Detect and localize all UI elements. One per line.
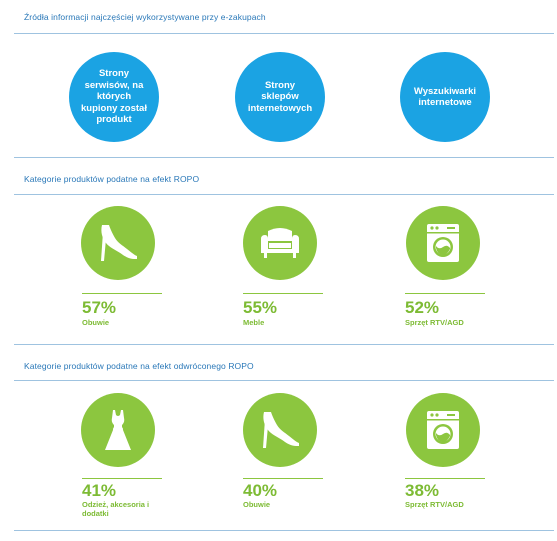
category-circle-furniture	[243, 206, 317, 280]
stat-percent-electronics: 52%	[405, 298, 440, 317]
high-heel-shoe-icon	[101, 225, 137, 261]
section-divider	[14, 194, 554, 195]
source-label: Strony sklepów internetowych	[247, 79, 313, 114]
stat-label-electronics: Sprzęt RTV/AGD	[405, 318, 464, 327]
section-title-ropo: Kategorie produktów podatne na efekt ROP…	[24, 174, 200, 184]
stat-underline	[82, 478, 162, 479]
stat-underline	[243, 293, 323, 294]
section-title-sources: Źródła informacji najczęściej wykorzysty…	[24, 12, 266, 22]
section-title-reverse-ropo: Kategorie produktów podatne na efekt odw…	[24, 361, 254, 371]
armchair-icon	[261, 228, 299, 258]
section-divider	[14, 157, 554, 158]
stat-underline	[405, 478, 485, 479]
section-divider	[14, 33, 554, 34]
stat-percent-shoes: 40%	[243, 481, 278, 500]
stat-percent-electronics: 38%	[405, 481, 440, 500]
stat-percent-furniture: 55%	[243, 298, 278, 317]
section-divider	[14, 344, 554, 345]
stat-label-shoes: Obuwie	[243, 500, 271, 509]
stat-label-shoes: Obuwie	[82, 318, 110, 327]
section-divider	[14, 530, 554, 531]
washing-machine-icon	[427, 224, 459, 262]
section-divider	[14, 380, 554, 381]
stat-label-clothing: Odzież, akcesoria i dodatki	[82, 500, 150, 518]
stat-label-furniture: Meble	[243, 318, 265, 327]
category-circle-electronics	[406, 206, 480, 280]
stat-percent-shoes: 57%	[82, 298, 117, 317]
category-circle-shoes	[243, 393, 317, 467]
stat-underline	[82, 293, 162, 294]
stat-percent-clothing: 41%	[82, 481, 117, 500]
dress-icon	[105, 410, 131, 450]
source-circle-search-engines: Wyszukiwarki internetowe	[400, 52, 490, 142]
category-circle-shoes	[81, 206, 155, 280]
high-heel-shoe-icon	[263, 412, 299, 448]
category-circle-clothing	[81, 393, 155, 467]
stat-underline	[405, 293, 485, 294]
washing-machine-icon	[427, 411, 459, 449]
source-label: Strony serwisów, na których kupiony zost…	[81, 68, 147, 126]
source-circle-online-shops: Strony sklepów internetowych	[235, 52, 325, 142]
source-circle-service-sites: Strony serwisów, na których kupiony zost…	[69, 52, 159, 142]
stat-underline	[243, 478, 323, 479]
source-label: Wyszukiwarki internetowe	[413, 85, 477, 109]
category-circle-electronics	[406, 393, 480, 467]
stat-label-electronics: Sprzęt RTV/AGD	[405, 500, 464, 509]
